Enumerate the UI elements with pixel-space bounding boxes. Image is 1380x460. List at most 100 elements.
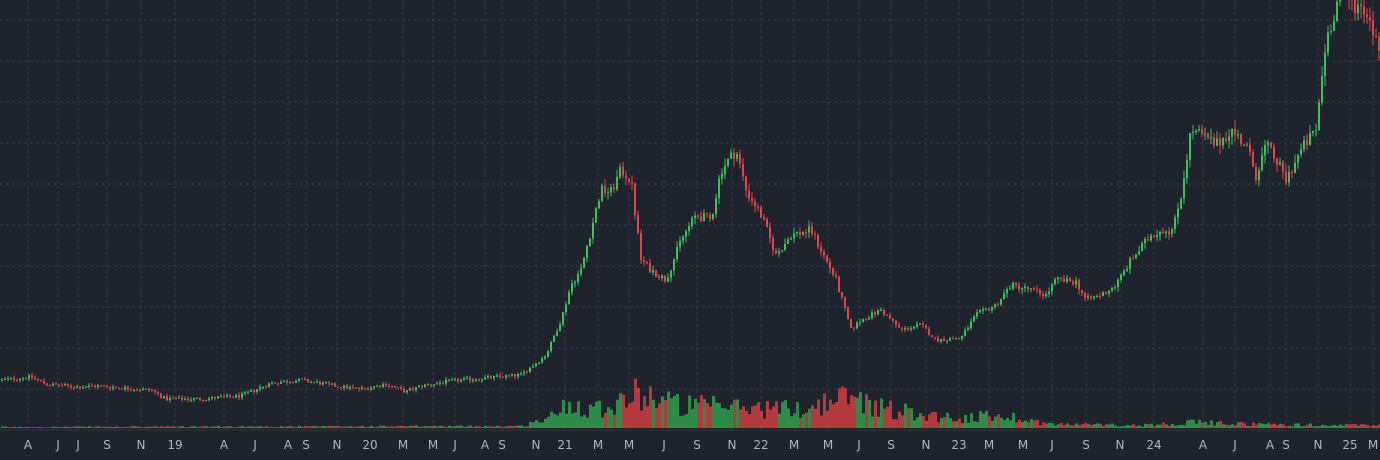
- candle-body: [1006, 289, 1008, 294]
- volume-bar: [865, 394, 868, 428]
- candle-body: [1093, 296, 1095, 299]
- volume-bar: [877, 416, 880, 428]
- volume-bar: [742, 406, 745, 428]
- volume-bar: [856, 397, 859, 428]
- volume-bar: [811, 405, 814, 428]
- volume-bar: [655, 407, 658, 428]
- candle-body: [679, 240, 681, 247]
- candle-body: [541, 358, 543, 363]
- volume-bar: [280, 426, 283, 428]
- candle-body: [1291, 171, 1293, 173]
- volume-bar: [1024, 420, 1027, 428]
- candle-body: [283, 380, 285, 383]
- volume-bar: [10, 427, 13, 428]
- volume-bar: [1177, 425, 1180, 428]
- candle-body: [646, 262, 648, 264]
- x-tick-label: M: [1368, 438, 1378, 452]
- volume-bar: [1063, 425, 1066, 428]
- candle-body: [286, 380, 288, 383]
- candle-body: [262, 386, 264, 388]
- candle-body: [1111, 287, 1113, 291]
- volume-bar: [1075, 423, 1078, 428]
- volume-bar: [1237, 422, 1240, 428]
- volume-bar: [886, 406, 889, 428]
- candle-body: [94, 385, 96, 388]
- volume-bar: [598, 400, 601, 428]
- volume-bar: [583, 414, 586, 428]
- volume-bar: [511, 426, 514, 428]
- candle-body: [1339, 0, 1341, 2]
- candle-body: [265, 386, 267, 388]
- volume-bar: [790, 416, 793, 428]
- candle-body: [982, 309, 984, 311]
- volume-bar: [853, 396, 856, 428]
- volume-bar: [457, 425, 460, 428]
- candle-body: [211, 396, 213, 399]
- volume-bar: [205, 426, 208, 428]
- volume-bar: [463, 426, 466, 428]
- candle-body: [91, 385, 93, 387]
- volume-bar: [1114, 425, 1117, 428]
- candle-body: [424, 384, 426, 388]
- candle-body: [1105, 292, 1107, 294]
- candle-body: [484, 377, 486, 380]
- candle-body: [355, 387, 357, 389]
- volume-bar: [829, 399, 832, 428]
- candle-body: [115, 387, 117, 389]
- candle-body: [1354, 0, 1356, 14]
- candle-body: [943, 339, 945, 342]
- volume-bar: [1360, 424, 1363, 428]
- candle-body: [70, 385, 72, 388]
- volume-bar: [439, 425, 442, 428]
- candle-body: [733, 152, 735, 159]
- candle-body: [88, 385, 90, 387]
- candle-body: [1051, 284, 1053, 292]
- volume-bar: [292, 426, 295, 428]
- volume-bar: [562, 399, 565, 428]
- volume-bar: [1180, 424, 1183, 428]
- volume-bar: [556, 415, 559, 428]
- candle-body: [994, 304, 996, 308]
- candle-body: [151, 390, 153, 392]
- candle-body: [511, 373, 513, 376]
- candle-body: [325, 382, 327, 384]
- candle-body: [1021, 288, 1023, 290]
- volume-bar: [1135, 426, 1138, 428]
- volume-bar: [1081, 424, 1084, 428]
- price-candles: [1, 0, 1380, 403]
- volume-bar: [256, 426, 259, 428]
- candle-body: [1306, 140, 1308, 146]
- volume-bar: [979, 411, 982, 428]
- candle-body: [889, 315, 891, 319]
- volume-bar: [319, 426, 322, 428]
- volume-bar: [1273, 423, 1276, 428]
- volume-bar: [994, 416, 997, 428]
- volume-bar: [496, 425, 499, 428]
- volume-bar: [1321, 424, 1324, 428]
- candle-body: [472, 380, 474, 382]
- volume-bar: [253, 426, 256, 428]
- volume-bar: [178, 426, 181, 428]
- volume-bar: [388, 426, 391, 428]
- candle-body: [640, 233, 642, 261]
- candle-body: [1027, 286, 1029, 290]
- volume-bar: [1252, 422, 1255, 428]
- candle-body: [1162, 231, 1164, 234]
- volume-bar: [925, 420, 928, 428]
- candle-body: [1294, 162, 1296, 173]
- candle-body: [553, 336, 555, 342]
- volume-bar: [712, 395, 715, 428]
- volume-bar: [985, 410, 988, 428]
- volume-bar: [229, 426, 232, 428]
- candle-body: [979, 310, 981, 313]
- volume-bar: [304, 425, 307, 428]
- x-tick-label: N: [137, 438, 146, 452]
- volume-bar: [901, 415, 904, 428]
- candle-body: [1195, 130, 1197, 133]
- candle-body: [808, 226, 810, 233]
- candle-body: [976, 312, 978, 317]
- volume-bar: [412, 425, 415, 428]
- candle-body: [1066, 278, 1068, 282]
- volume-bar: [565, 413, 568, 428]
- candle-body: [238, 394, 240, 398]
